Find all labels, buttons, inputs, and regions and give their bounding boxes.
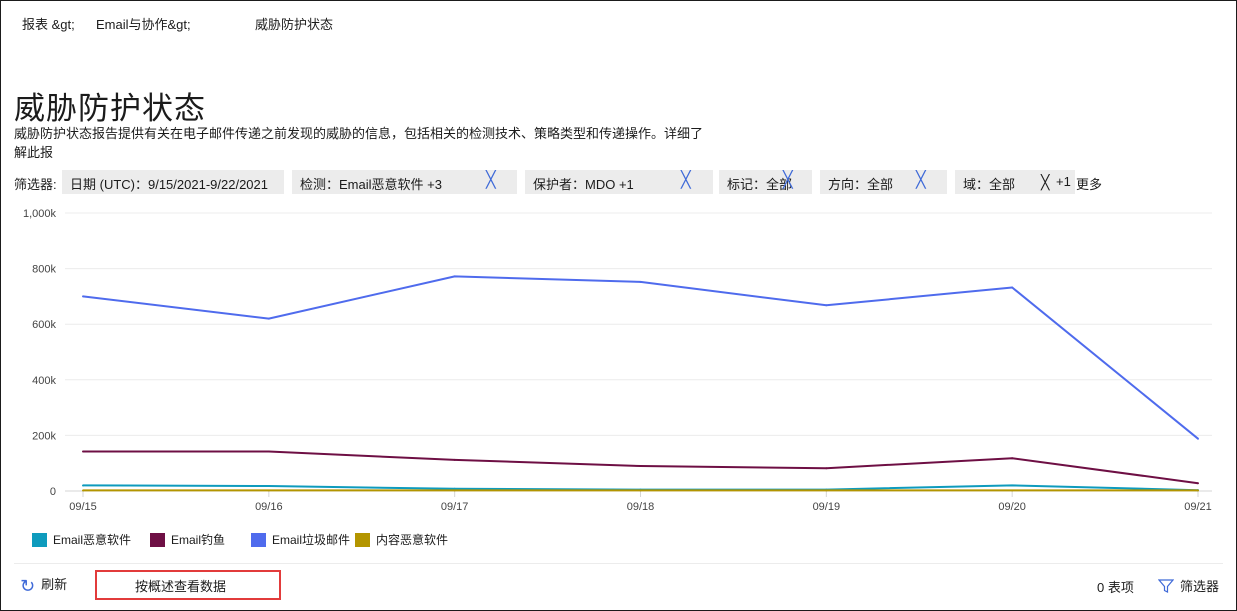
legend-swatch — [355, 533, 370, 547]
legend-swatch — [150, 533, 165, 547]
data-point — [267, 489, 270, 492]
y-tick-label: 600k — [32, 319, 56, 331]
close-icon[interactable]: ╳ — [681, 172, 691, 189]
series-line — [82, 275, 1199, 440]
x-tick-label: 09/18 — [627, 501, 655, 513]
more-filters-link[interactable]: 更多 — [1076, 177, 1103, 192]
data-point — [1011, 489, 1014, 492]
view-data-label: 按概述查看数据 — [135, 579, 227, 594]
page-description: 威胁防护状态报告提供有关在电子邮件传递之前发现的威胁的信息，包括相关的检测技术、… — [14, 126, 704, 160]
y-tick-label: 200k — [32, 430, 56, 442]
legend-item[interactable]: 内容恶意软件 — [355, 531, 448, 548]
close-icon[interactable]: ╳ — [1041, 174, 1050, 190]
data-point — [639, 280, 642, 283]
filter-chip-tag-label: 标记：全部 — [727, 177, 793, 192]
legend-label: Email恶意软件 — [53, 533, 132, 547]
close-icon[interactable]: ╳ — [486, 172, 496, 189]
breadcrumb-email-collab[interactable]: Email与协作&gt; — [96, 17, 191, 32]
series-line — [83, 450, 1199, 485]
filter-chip-detection[interactable]: 检测：Email恶意软件 +3 ╳ — [292, 170, 517, 194]
data-point — [639, 464, 642, 467]
filter-button-label: 筛选器 — [1180, 579, 1220, 594]
refresh-label: 刷新 — [41, 577, 68, 592]
filter-chip-direction[interactable]: 方向：全部 ╳ — [820, 170, 947, 194]
legend-item[interactable]: Email恶意软件 — [32, 531, 131, 548]
legend-swatch — [251, 533, 266, 547]
x-tick-label: 09/20 — [998, 501, 1026, 513]
data-point — [82, 484, 84, 487]
y-tick-label: 800k — [32, 264, 56, 276]
x-tick-label: 09/16 — [255, 501, 283, 513]
data-point — [267, 450, 270, 453]
data-point — [453, 275, 456, 278]
bottom-toolbar: ↻ 刷新 按概述查看数据 0 表项 筛选器 — [0, 570, 1237, 600]
breadcrumb-reports[interactable]: 报表 &gt; — [22, 17, 75, 32]
y-tick-label: 0 — [50, 486, 56, 498]
x-tick-label: 09/21 — [1184, 501, 1212, 513]
refresh-icon: ↻ — [20, 576, 36, 596]
data-point — [1011, 484, 1014, 487]
filter-chip-protected-by-label: 保护者：MDO +1 — [533, 177, 634, 192]
filter-chip-detection-label: 检测：Email恶意软件 +3 — [300, 177, 442, 192]
refresh-button[interactable]: ↻ 刷新 — [20, 574, 67, 597]
legend-item[interactable]: Email钓鱼 — [150, 531, 225, 548]
filter-extra-count: +1 — [1056, 174, 1071, 189]
close-icon[interactable]: ╳ — [916, 172, 926, 189]
data-point — [453, 489, 456, 492]
filter-chip-tag[interactable]: 标记：全部 ╳ — [719, 170, 812, 194]
legend-item[interactable]: Email垃圾邮件 — [251, 531, 350, 548]
threat-line-chart: 0 200k 400k 600k 800k 1,000k 09/15 09/16 09/17 09… — [23, 208, 1212, 513]
data-point — [1011, 457, 1014, 460]
close-icon[interactable]: ╳ — [783, 172, 793, 189]
filter-button[interactable]: 筛选器 — [1157, 576, 1220, 595]
filter-chip-date[interactable]: 日期 (UTC)：9/15/2021-9/22/2021 — [62, 170, 284, 194]
data-point — [267, 484, 270, 487]
filter-icon — [1157, 579, 1175, 593]
data-point — [1197, 489, 1199, 492]
legend-swatch — [32, 533, 47, 547]
y-tick-label: 400k — [32, 375, 56, 387]
data-point — [453, 487, 456, 490]
data-point — [1197, 482, 1199, 485]
data-point — [1197, 437, 1199, 440]
data-point — [825, 304, 828, 307]
legend-label: Email钓鱼 — [171, 533, 226, 547]
data-point — [82, 450, 84, 453]
legend-label: Email垃圾邮件 — [272, 533, 351, 547]
filter-chip-domain-label: 域：全部 — [963, 177, 1016, 192]
x-tick-label: 09/19 — [813, 501, 841, 513]
y-tick-label: 1,000k — [23, 208, 57, 220]
filter-chip-date-label: 日期 (UTC)：9/15/2021-9/22/2021 — [70, 177, 268, 192]
divider — [14, 563, 1223, 564]
view-data-by-overview-button[interactable]: 按概述查看数据 — [95, 570, 281, 600]
data-point — [825, 467, 828, 470]
item-count: 0 表项 — [1097, 580, 1134, 595]
data-point — [1011, 286, 1014, 289]
data-point — [82, 295, 84, 298]
x-tick-label: 09/15 — [69, 501, 97, 513]
data-point — [825, 489, 828, 492]
breadcrumb-current: 威胁防护状态 — [255, 17, 334, 32]
data-point — [82, 489, 84, 492]
filter-chip-direction-label: 方向：全部 — [828, 177, 894, 192]
filter-chip-protected-by[interactable]: 保护者：MDO +1 ╳ — [525, 170, 713, 194]
legend-label: 内容恶意软件 — [376, 533, 449, 547]
filter-label: 筛选器: — [14, 177, 57, 192]
x-tick-label: 09/17 — [441, 501, 469, 513]
page-title: 威胁防护状态 — [14, 90, 206, 126]
data-point — [453, 458, 456, 461]
data-point — [267, 317, 270, 320]
data-point — [639, 489, 642, 492]
filter-chip-domain[interactable]: 域：全部 ╳ +1 — [955, 170, 1075, 194]
filter-bar: 筛选器: 日期 (UTC)：9/15/2021-9/22/2021 检测：Ema… — [14, 170, 1134, 194]
